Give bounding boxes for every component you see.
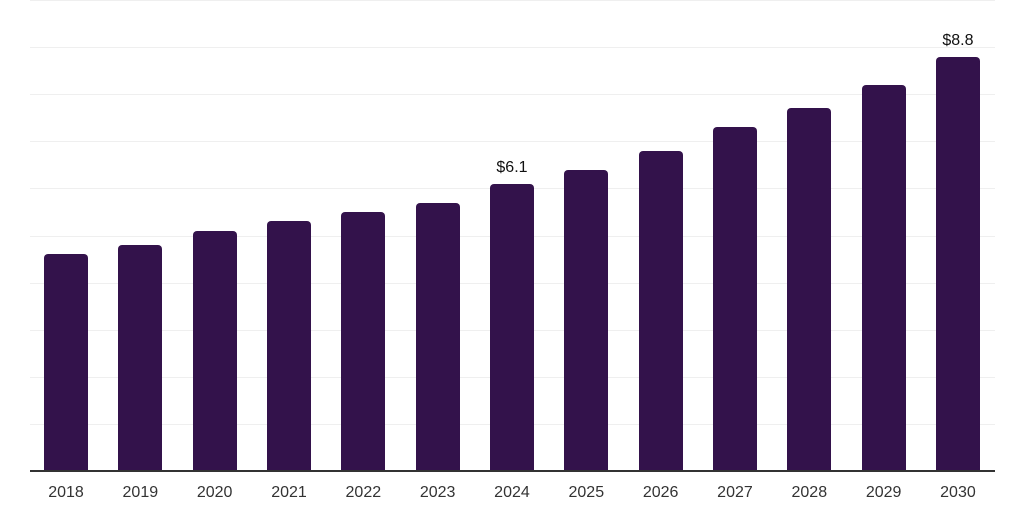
x-axis-label-2026: 2026 (642, 484, 679, 501)
x-axis-label-2027: 2027 (717, 484, 753, 501)
x-axis-label-2021: 2021 (271, 484, 307, 501)
gridline (30, 94, 995, 96)
bar-2018 (44, 254, 88, 471)
x-axis-label-2028: 2028 (791, 484, 828, 501)
bar-2023 (415, 202, 460, 471)
x-axis-label-2019: 2019 (122, 484, 159, 501)
x-axis-label-2022: 2022 (345, 484, 382, 501)
gridline (30, 0, 995, 1)
gridline (30, 141, 995, 143)
bar-2025 (564, 169, 609, 471)
bar-2019 (118, 244, 163, 471)
bar-2024 (489, 183, 534, 471)
x-axis-label-2018: 2018 (48, 484, 84, 501)
x-axis-label-2024: 2024 (494, 484, 530, 501)
bar-2028 (787, 108, 832, 471)
bar-2022 (341, 211, 386, 471)
x-axis-label-2029: 2029 (865, 484, 902, 501)
x-axis-label-2030: 2030 (940, 484, 976, 501)
x-axis-label-2020: 2020 (196, 484, 233, 501)
bar-value-label-2024: $6.1 (496, 158, 528, 176)
x-axis-line (30, 470, 995, 472)
x-axis-label-2023: 2023 (419, 484, 456, 501)
bar-2027 (712, 127, 757, 471)
x-axis-label-2025: 2025 (568, 484, 605, 501)
bar-2020 (192, 230, 237, 471)
bar-2021 (266, 221, 311, 471)
gridline (30, 47, 995, 49)
bar-value-label-2030: $8.8 (942, 31, 974, 49)
plot-area: $6.1 $8.8 (30, 0, 995, 471)
bar-2026 (638, 150, 683, 471)
bar-2029 (861, 84, 906, 471)
bar-2030 (935, 56, 980, 471)
